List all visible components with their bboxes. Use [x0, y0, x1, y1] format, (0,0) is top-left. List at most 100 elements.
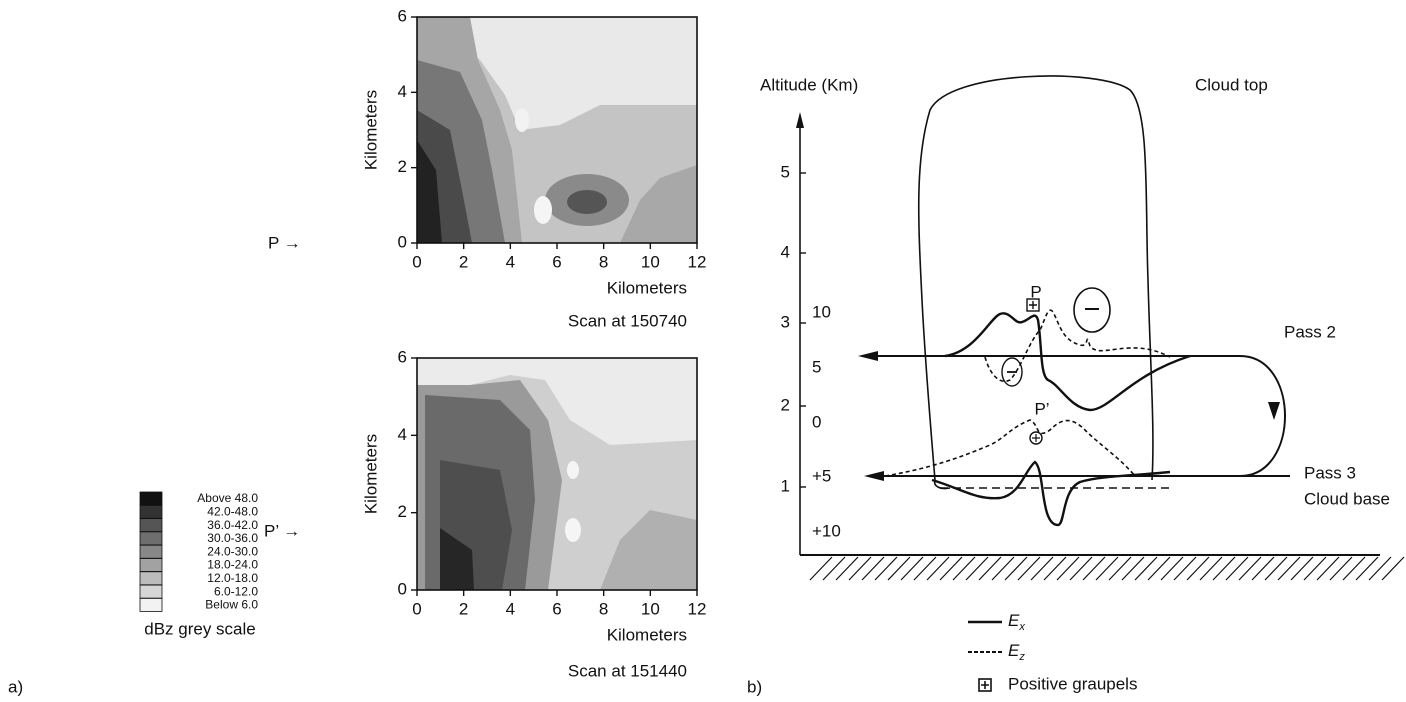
- hatch: [1186, 556, 1210, 581]
- legend-swatch: [139, 491, 163, 506]
- hatch: [1251, 556, 1275, 581]
- legend-swatch: [139, 571, 163, 586]
- contour-map: [417, 17, 697, 243]
- field-tick-label: 0: [812, 412, 821, 431]
- hatch: [1121, 556, 1145, 581]
- legend-label: Positive graupels: [1008, 674, 1137, 693]
- y-tick-label: 6: [398, 6, 407, 25]
- subscript: z: [1018, 651, 1025, 663]
- hatch: [1368, 556, 1392, 581]
- hatch: [1212, 556, 1236, 581]
- hatch: [900, 556, 924, 581]
- altitude-tick-label: 5: [781, 162, 790, 181]
- legend-swatch: [139, 504, 163, 519]
- hatch: [1342, 556, 1366, 581]
- hatch: [835, 556, 859, 581]
- legend-title: dBz grey scale: [144, 619, 256, 638]
- hatch: [809, 556, 833, 581]
- hatch: [1173, 556, 1197, 581]
- axis-label: Kilometers: [607, 278, 687, 297]
- hatch: [952, 556, 976, 581]
- y-tick-label: 6: [398, 347, 407, 366]
- hatch: [939, 556, 963, 581]
- x-tick-label: 8: [599, 252, 608, 271]
- legend-label: 6.0-12.0: [214, 584, 258, 598]
- x-tick-label: 2: [459, 252, 468, 271]
- caption: Scan at 150740: [568, 311, 687, 330]
- hatch: [1381, 556, 1405, 581]
- y-tick-label: 2: [398, 502, 407, 521]
- hatch: [848, 556, 872, 581]
- legend-swatch: [139, 544, 163, 559]
- legend-label: Ex: [1008, 611, 1025, 632]
- hatch: [1056, 556, 1080, 581]
- hatch: [1095, 556, 1119, 581]
- hatch: [1316, 556, 1340, 581]
- x-tick-label: 12: [688, 252, 707, 271]
- annotation: Pass 3: [1304, 463, 1356, 482]
- hatch: [1147, 556, 1171, 581]
- x-tick-label: 0: [412, 599, 421, 618]
- legend-label: 12.0-18.0: [207, 571, 258, 585]
- legend-label: 18.0-24.0: [207, 558, 258, 572]
- x-tick-label: 0: [412, 252, 421, 271]
- caption: Scan at 151440: [568, 661, 687, 680]
- axis-label: Kilometers: [607, 625, 687, 644]
- legend-label: Below 6.0: [205, 598, 258, 612]
- legend-label: 24.0-30.0: [207, 544, 258, 558]
- x-tick-label: 8: [599, 599, 608, 618]
- hatch: [1355, 556, 1379, 581]
- legend-swatch: [139, 558, 163, 572]
- hatch: [1199, 556, 1223, 581]
- symbol: E: [1008, 641, 1020, 660]
- y-tick-label: 4: [398, 425, 407, 444]
- axis-label: Kilometers: [361, 90, 380, 170]
- hatch: [913, 556, 937, 581]
- y-tick-label: 0: [398, 232, 407, 251]
- annotation: P: [1030, 282, 1041, 301]
- hatch: [861, 556, 885, 581]
- hatch: [978, 556, 1002, 581]
- contour-map: [417, 358, 697, 590]
- altitude-tick-label: 4: [781, 242, 790, 261]
- symbol: E: [1008, 611, 1020, 630]
- annotation: Cloud top: [1195, 75, 1268, 94]
- hatch: [926, 556, 950, 581]
- x-tick-label: 2: [459, 599, 468, 618]
- axis-label: Kilometers: [361, 434, 380, 514]
- legend-label: 36.0-42.0: [207, 518, 258, 532]
- x-tick-label: 4: [506, 252, 515, 271]
- field-tick-label: 5: [812, 357, 821, 376]
- legend-swatch: [139, 531, 163, 546]
- legend-label: 30.0-36.0: [207, 531, 258, 545]
- annotation: Cloud base: [1304, 489, 1390, 508]
- altitude-tick-label: 2: [781, 395, 790, 414]
- annotation: Pass 2: [1284, 322, 1336, 341]
- annotation: P’: [1034, 399, 1049, 418]
- hatch: [991, 556, 1015, 581]
- altitude-tick-label: 3: [781, 312, 790, 331]
- hatch: [1238, 556, 1262, 581]
- hatch: [965, 556, 989, 581]
- legend-swatch: [139, 584, 163, 599]
- hatch: [1082, 556, 1106, 581]
- hatch: [1160, 556, 1184, 581]
- hatch: [1043, 556, 1067, 581]
- y-tick-label: 4: [398, 82, 407, 101]
- y-tick-label: 0: [398, 579, 407, 598]
- x-tick-label: 10: [641, 599, 660, 618]
- altitude-tick-label: 1: [781, 476, 790, 495]
- hatch: [1277, 556, 1301, 581]
- hatch: [1017, 556, 1041, 581]
- x-tick-label: 6: [552, 599, 561, 618]
- legend-label: Above 48.0: [197, 491, 258, 505]
- field-tick-label: +5: [812, 466, 831, 485]
- hatch: [1303, 556, 1327, 581]
- hatch: [1329, 556, 1353, 581]
- panel-label: a): [8, 677, 23, 696]
- axis-title: Altitude (Km): [760, 75, 858, 94]
- hatch: [1225, 556, 1249, 581]
- x-tick-label: 12: [688, 599, 707, 618]
- hatch: [887, 556, 911, 581]
